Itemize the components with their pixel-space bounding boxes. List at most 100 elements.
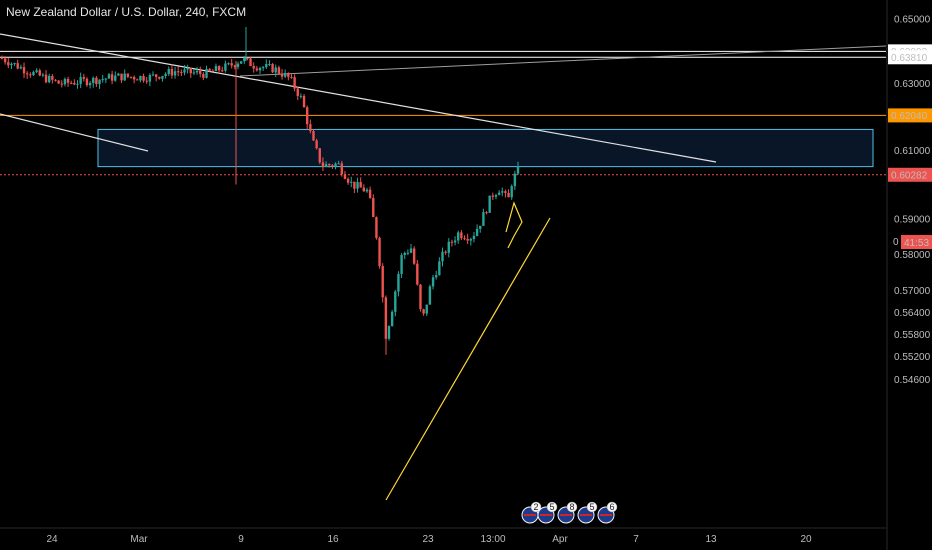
candle (110, 70, 114, 85)
candle-body (494, 195, 498, 197)
candle (35, 68, 38, 74)
x-tick-label: Mar (130, 534, 148, 545)
badge-count-text: 2 (533, 502, 538, 512)
candle-body (154, 74, 158, 77)
candle-body (469, 238, 473, 241)
candle (176, 66, 180, 77)
candle (328, 163, 331, 168)
candle (331, 163, 334, 170)
candle-body (318, 148, 321, 163)
trendline-lower-channel[interactable] (0, 113, 149, 152)
candle-body (409, 248, 413, 253)
candle-body (189, 67, 192, 74)
candle (428, 284, 432, 305)
candle-body (422, 309, 425, 314)
y-tick-label: 0.59000 (894, 215, 931, 226)
candle-body (98, 79, 101, 85)
candle-body (428, 286, 432, 305)
candle-body (183, 69, 186, 73)
candle (107, 72, 111, 79)
candle (447, 238, 450, 258)
candle (290, 73, 293, 79)
candle-body (79, 77, 82, 84)
candle (129, 76, 133, 79)
candle-body (321, 162, 325, 167)
candle-body (217, 66, 221, 71)
trendline-upper-descending[interactable] (0, 33, 717, 163)
y-tick-label: 0.54600 (894, 375, 931, 386)
candle-body (472, 235, 476, 239)
candle (10, 62, 13, 70)
candle (271, 62, 274, 74)
candle (485, 211, 488, 215)
candle-body (387, 326, 391, 339)
candle-body (460, 232, 463, 239)
badge-count-text: 8 (569, 502, 574, 512)
candle (246, 57, 249, 61)
candle (29, 72, 32, 78)
candle-body (258, 67, 262, 71)
supply-zone-box[interactable] (97, 128, 874, 168)
candle (57, 80, 60, 84)
event-badge[interactable]: 8 (557, 501, 578, 524)
candle (419, 284, 422, 312)
candle-body (475, 228, 479, 236)
candle (268, 60, 271, 67)
candle (186, 64, 189, 74)
candle-body (431, 277, 435, 287)
y-tick-label: 0.65000 (894, 15, 931, 26)
candle-body (305, 107, 309, 125)
candle-body (444, 251, 447, 253)
candle (321, 157, 325, 172)
candle-body (214, 66, 218, 72)
candle (491, 192, 495, 200)
candle-body (205, 68, 208, 78)
candle-body (110, 74, 114, 81)
candle-body (249, 58, 252, 67)
candle (82, 73, 86, 82)
triangle-pattern[interactable] (505, 201, 523, 249)
candle-body (453, 240, 457, 243)
candle (334, 162, 337, 170)
countdown-text: 41:53 (904, 238, 929, 249)
candle (117, 72, 120, 76)
countdown-tag: 41:53 (901, 235, 932, 249)
candle-body (384, 297, 388, 339)
event-badge[interactable]: 5 (537, 501, 558, 524)
candle (381, 263, 384, 303)
candle-body (66, 78, 70, 83)
candle-body (378, 237, 381, 266)
candle (151, 71, 155, 77)
candle-body (491, 195, 495, 197)
candle-body (365, 189, 369, 192)
candle-body (41, 74, 45, 76)
candle (145, 76, 148, 84)
candle (239, 61, 243, 64)
badge-count-bubble (546, 501, 558, 513)
candle (400, 253, 403, 279)
candle (375, 216, 378, 240)
candle (205, 65, 208, 79)
candle (387, 325, 391, 341)
candle (211, 69, 215, 72)
candle (161, 75, 164, 82)
trendline-ascending-support[interactable] (385, 217, 551, 501)
candle-body (167, 69, 170, 75)
event-badge[interactable]: 6 (597, 501, 618, 524)
candle (394, 289, 397, 317)
event-badge[interactable]: 5 (577, 501, 598, 524)
candle-body (368, 189, 372, 199)
event-badge[interactable]: 2 (521, 501, 542, 524)
candle-body (246, 58, 249, 60)
candle (221, 66, 224, 73)
candle (343, 171, 347, 180)
candle-body (324, 164, 328, 167)
candle-body (3, 58, 7, 63)
candle (243, 55, 246, 64)
candle (73, 79, 76, 86)
candle (302, 94, 306, 108)
candle-body (44, 74, 48, 83)
candle (309, 119, 312, 134)
trendline-gray-top[interactable] (239, 45, 887, 77)
